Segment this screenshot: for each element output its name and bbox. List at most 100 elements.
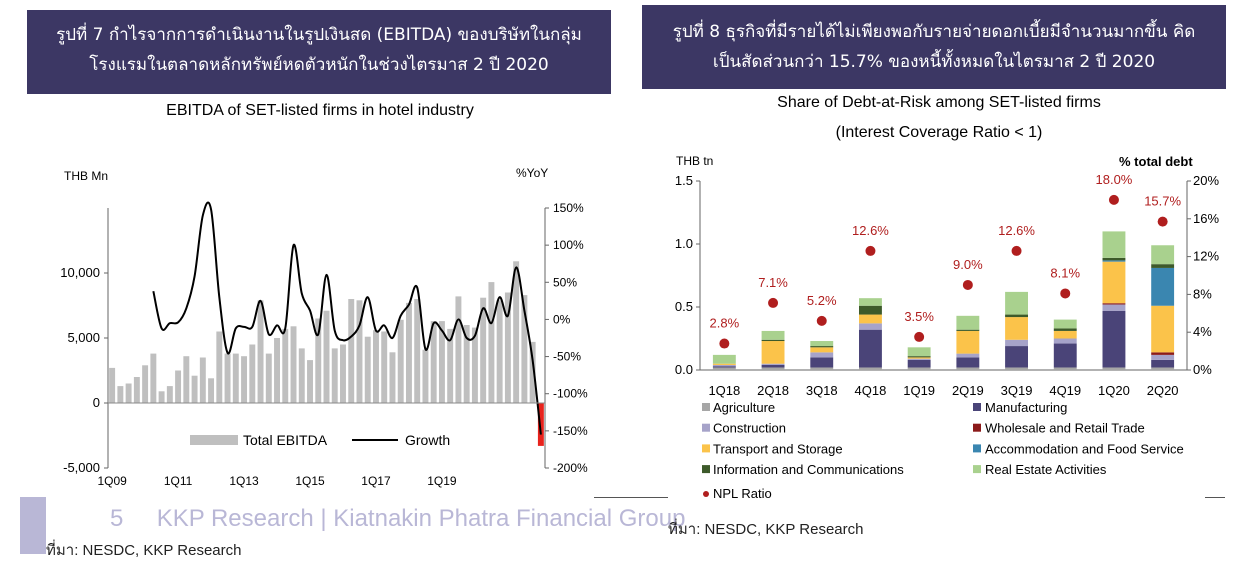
npl-data-label: 12.6% [998, 223, 1035, 238]
debt-bar-segment [1005, 367, 1028, 370]
page-number: 5 [110, 505, 124, 532]
ebitda-bar [208, 378, 215, 403]
debt-bar-segment [810, 341, 834, 347]
ebitda-bar [381, 331, 388, 403]
right-y2-tick-label: 20% [1193, 173, 1219, 188]
npl-point [962, 279, 973, 290]
debt-bar-segment [1102, 303, 1126, 305]
divider-right [1205, 497, 1225, 498]
ebitda-bar [471, 327, 478, 403]
debt-bar-segment [956, 353, 980, 358]
legend-label: Agriculture [713, 400, 775, 415]
right-x-tick-label: 1Q18 [708, 383, 740, 398]
ebitda-bar [282, 328, 289, 403]
ebitda-bar [183, 356, 190, 403]
debt-bar-segment [1151, 352, 1175, 355]
ebitda-bar [364, 336, 371, 403]
legend-label: Construction [713, 421, 786, 436]
debt-bar-segment [956, 315, 980, 330]
debt-bar-segment [956, 367, 980, 370]
legend-label: Wholesale and Retail Trade [985, 421, 1145, 436]
debt-bar-segment [1151, 367, 1175, 370]
npl-point [1108, 194, 1119, 205]
right-y2-tick-label: 8% [1193, 286, 1212, 301]
right-y2-tick-label: 12% [1193, 249, 1219, 264]
legend-label-total-ebitda: Total EBITDA [243, 432, 328, 448]
left-y2-tick-label: -150% [553, 424, 588, 438]
debt-bar-segment [712, 354, 736, 364]
ebitda-bar [447, 328, 454, 403]
left-y2-tick-label: 0% [553, 312, 571, 326]
left-figure-banner: รูปที่ 7 กำไรจากการดำเนินงานในรูปเงินสด … [27, 10, 611, 94]
left-source: ที่มา: NESDC, KKP Research [46, 542, 242, 559]
left-chart-title: EBITDA of SET-listed firms in hotel indu… [166, 102, 474, 119]
left-y-tick-label: 5,000 [67, 330, 100, 345]
legend-swatch-npl [703, 491, 709, 497]
ebitda-bar [537, 403, 544, 446]
debt-bar-segment [712, 364, 736, 367]
ebitda-bar [340, 344, 346, 403]
ebitda-bar [414, 299, 421, 403]
legend-label: Accommodation and Food Service [985, 441, 1184, 456]
legend-swatch-total-ebitda [190, 435, 238, 445]
ebitda-bar [356, 300, 363, 403]
debt-bar-segment [956, 329, 980, 331]
legend-label-npl: NPL Ratio [713, 486, 772, 501]
ebitda-bar [265, 353, 272, 403]
debt-bar-segment [1151, 267, 1175, 306]
right-y-axis-label: THB tn [676, 154, 713, 168]
debt-bar-segment [1053, 343, 1077, 368]
ebitda-bar [455, 296, 462, 403]
debt-bar-segment [712, 363, 736, 365]
ebitda-bar [405, 302, 412, 403]
debt-bar-segment [810, 347, 834, 353]
debt-bar-segment [1102, 310, 1126, 368]
right-y-tick-label: 0.5 [675, 299, 693, 314]
ebitda-bar [488, 282, 495, 403]
left-y2-tick-label: 150% [553, 201, 584, 215]
left-y2-tick-label: -50% [553, 350, 581, 364]
ebitda-bar [323, 310, 330, 403]
debt-bar-segment [859, 323, 882, 330]
left-x-tick-label: 1Q13 [229, 474, 259, 488]
left-banner-line2: โรงแรมในตลาดหลักทรัพย์หดตัวหนักในช่วงไตร… [89, 55, 549, 75]
ebitda-bar [133, 377, 140, 403]
debt-bar-segment [1102, 261, 1126, 304]
legend-swatch [973, 465, 981, 474]
ebitda-bar [117, 386, 124, 403]
legend-swatch [973, 423, 981, 432]
debt-bar-segment [761, 364, 785, 368]
debt-bar-segment [1005, 346, 1028, 368]
npl-data-label: 7.1% [758, 275, 788, 290]
debt-bar-segment [907, 356, 931, 358]
left-x-tick-label: 1Q19 [427, 474, 457, 488]
footer-accent-bar [20, 497, 46, 554]
debt-bar-segment [1053, 328, 1077, 331]
ebitda-bar [430, 321, 437, 403]
npl-point [865, 245, 876, 256]
right-y2-axis-label: % total debt [1119, 154, 1193, 169]
right-x-tick-label: 2Q18 [757, 383, 789, 398]
debt-bar-segment [1005, 317, 1028, 340]
left-x-tick-label: 1Q15 [295, 474, 325, 488]
debt-bar-segment [1102, 260, 1126, 262]
ebitda-bar [142, 365, 149, 403]
ebitda-bar [249, 344, 256, 403]
ebitda-bar [257, 300, 264, 403]
right-banner-line2: เป็นสัดส่วนกว่า 15.7% ของหนี้ทั้งหมดในไต… [712, 52, 1156, 72]
right-y2-tick-label: 16% [1193, 211, 1219, 226]
ebitda-bar [348, 299, 355, 403]
right-x-tick-label: 3Q18 [806, 383, 838, 398]
debt-bar-segment [1005, 314, 1028, 318]
right-banner-line1: รูปที่ 8 ธุรกิจที่มีรายได้ไม่เพียงพอกับร… [672, 22, 1196, 42]
debt-bar-segment [1053, 319, 1077, 329]
debt-bar-segment [1151, 354, 1175, 360]
debt-bar-segment [761, 367, 785, 370]
right-y-tick-label: 1.0 [675, 236, 693, 251]
npl-data-label: 12.6% [852, 223, 889, 238]
debt-bar-segment [956, 330, 980, 354]
ebitda-bar [331, 348, 338, 403]
ebitda-bar [166, 386, 173, 403]
debt-bar-segment [859, 298, 882, 306]
debt-bar-segment [1151, 245, 1175, 265]
